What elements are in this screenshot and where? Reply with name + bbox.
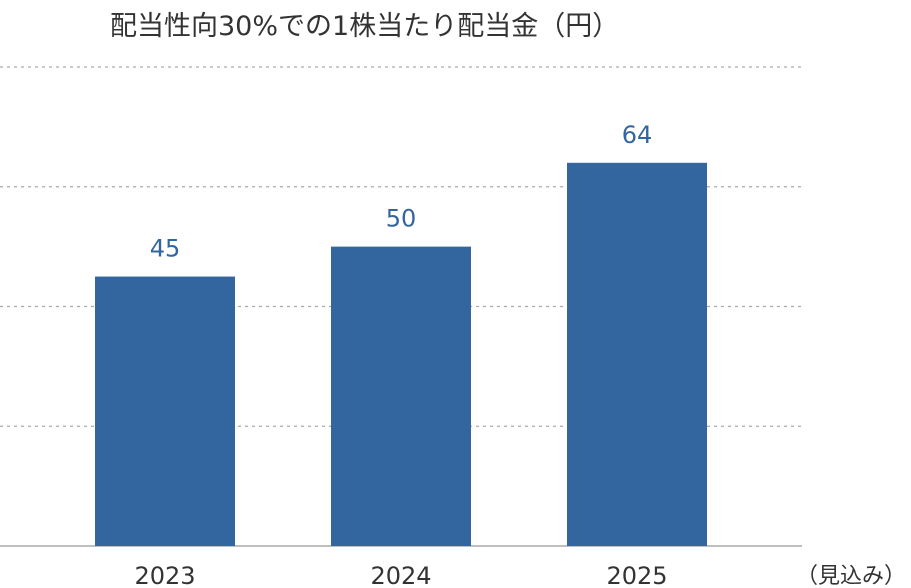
chart-title: 配当性向30%での1株当たり配当金（円）: [110, 11, 620, 42]
bar-2024: [331, 246, 471, 546]
bar-2025: [567, 162, 707, 547]
x-tick-label-2023: 2023: [134, 562, 195, 588]
value-label-2023: 45: [150, 235, 181, 263]
x-tick-label-2025: 2025: [606, 562, 667, 588]
bar-2023: [95, 276, 235, 546]
x-tick-label-2024: 2024: [370, 562, 431, 588]
value-labels: 45 50 64: [150, 121, 653, 263]
value-label-2025: 64: [622, 121, 653, 149]
value-label-2024: 50: [386, 205, 417, 233]
forecast-note: （見込み）: [796, 564, 906, 588]
bars: [95, 162, 707, 547]
x-tick-labels: 2023 2024 2025: [134, 562, 667, 588]
